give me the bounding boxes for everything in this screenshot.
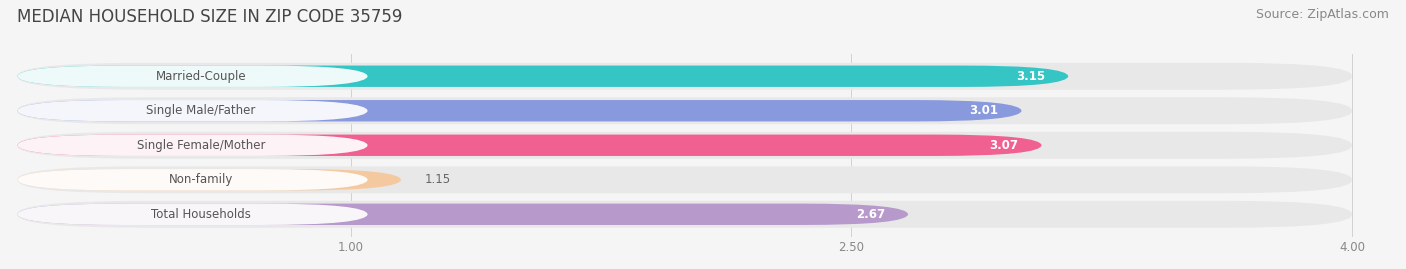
Text: 3.01: 3.01 (969, 104, 998, 117)
FancyBboxPatch shape (17, 66, 1069, 87)
FancyBboxPatch shape (17, 97, 1353, 124)
Text: MEDIAN HOUSEHOLD SIZE IN ZIP CODE 35759: MEDIAN HOUSEHOLD SIZE IN ZIP CODE 35759 (17, 8, 402, 26)
FancyBboxPatch shape (17, 132, 1353, 159)
FancyBboxPatch shape (17, 100, 1022, 121)
FancyBboxPatch shape (17, 134, 368, 156)
Text: Single Male/Father: Single Male/Father (146, 104, 256, 117)
Text: 3.07: 3.07 (990, 139, 1018, 152)
FancyBboxPatch shape (17, 169, 401, 190)
Text: Single Female/Mother: Single Female/Mother (136, 139, 266, 152)
Text: Source: ZipAtlas.com: Source: ZipAtlas.com (1256, 8, 1389, 21)
FancyBboxPatch shape (17, 169, 368, 190)
Text: Total Households: Total Households (150, 208, 250, 221)
FancyBboxPatch shape (17, 100, 368, 121)
FancyBboxPatch shape (17, 66, 368, 87)
FancyBboxPatch shape (17, 134, 1042, 156)
FancyBboxPatch shape (17, 63, 1353, 90)
FancyBboxPatch shape (17, 204, 908, 225)
Text: Non-family: Non-family (169, 173, 233, 186)
FancyBboxPatch shape (17, 166, 1353, 193)
Text: 3.15: 3.15 (1017, 70, 1045, 83)
Text: 1.15: 1.15 (425, 173, 450, 186)
Text: 2.67: 2.67 (856, 208, 884, 221)
Text: Married-Couple: Married-Couple (156, 70, 246, 83)
FancyBboxPatch shape (17, 204, 368, 225)
FancyBboxPatch shape (17, 201, 1353, 228)
